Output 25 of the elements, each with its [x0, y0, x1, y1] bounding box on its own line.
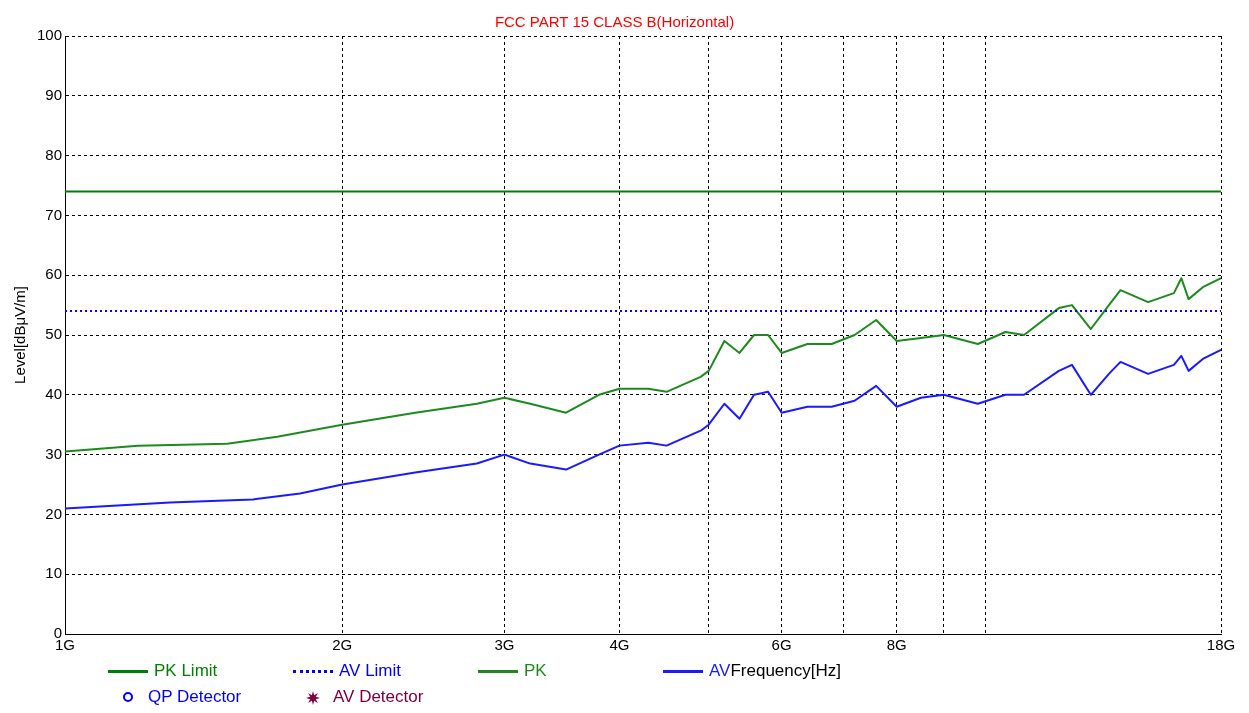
legend-label: AV Detector	[332, 687, 425, 707]
x-tick-label: 8G	[886, 636, 907, 654]
legend-label: AV	[708, 661, 731, 681]
x-axis-title: Frequency[Hz]	[730, 661, 841, 681]
y-tick-label: 80	[45, 145, 63, 163]
x-tick-label: 6G	[771, 636, 792, 654]
y-tick-label: 60	[45, 265, 63, 283]
y-tick-label: 90	[45, 85, 63, 103]
x-tick-label: 2G	[332, 636, 353, 654]
legend-label: PK	[523, 661, 548, 681]
y-tick-label: 70	[45, 205, 63, 223]
y-tick-label: 30	[45, 444, 63, 462]
y-tick-label: 20	[45, 504, 63, 522]
x-tick-label: 18G	[1206, 636, 1236, 654]
legend-label: AV Limit	[338, 661, 403, 681]
y-tick-label: 10	[45, 564, 63, 582]
y-tick-label: 40	[45, 384, 63, 402]
y-tick-label: 50	[45, 325, 63, 343]
chart-title: FCC PART 15 CLASS B(Horizontal)	[494, 13, 735, 31]
x-tick-label: 4G	[609, 636, 630, 654]
legend-label: QP Detector	[147, 687, 243, 707]
y-axis-title: Level[dBμV/m]	[11, 286, 29, 384]
y-tick-label: 100	[37, 26, 63, 44]
x-tick-label: 3G	[494, 636, 515, 654]
legend-label: PK Limit	[153, 661, 219, 681]
